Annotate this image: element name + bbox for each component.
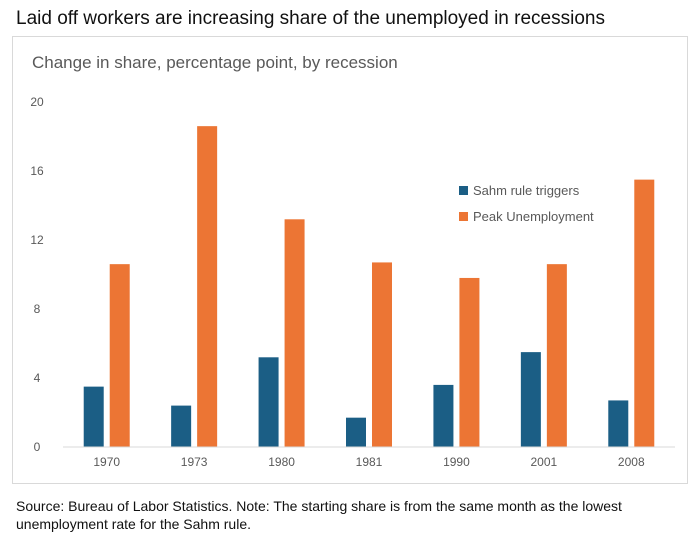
- legend-swatch: [459, 212, 468, 221]
- bar-sahm-rule-triggers: [171, 405, 192, 447]
- bar-sahm-rule-triggers: [83, 386, 104, 447]
- x-tick-label: 2008: [618, 455, 645, 469]
- bar-peak-unemployment: [197, 126, 218, 448]
- page-headline: Laid off workers are increasing share of…: [16, 8, 605, 29]
- bar-sahm-rule-triggers: [520, 352, 541, 447]
- x-tick-label: 1990: [443, 455, 470, 469]
- legend-swatch: [459, 186, 468, 195]
- bar-sahm-rule-triggers: [258, 357, 279, 447]
- x-tick-label: 1980: [268, 455, 295, 469]
- chart-title: Change in share, percentage point, by re…: [32, 53, 398, 72]
- bar-peak-unemployment: [459, 277, 480, 447]
- y-tick-label: 4: [34, 371, 41, 385]
- x-tick-label: 1981: [356, 455, 383, 469]
- bar-group: [83, 126, 655, 448]
- chart-legend: Sahm rule triggers Peak Unemployment: [459, 183, 594, 224]
- y-tick-label: 16: [30, 164, 44, 178]
- y-tick-label: 0: [34, 440, 41, 454]
- legend-label: Peak Unemployment: [473, 209, 594, 224]
- bar-peak-unemployment: [546, 264, 567, 447]
- bar-sahm-rule-triggers: [346, 417, 366, 447]
- bar-peak-unemployment: [634, 179, 655, 447]
- x-axis: 1970 1973 1980 1981 1990 2001 2008: [63, 446, 675, 469]
- x-tick-label: 2001: [531, 455, 558, 469]
- bar-peak-unemployment: [109, 264, 130, 447]
- bar-chart: Change in share, percentage point, by re…: [30, 53, 675, 469]
- y-tick-label: 12: [30, 233, 44, 247]
- source-note: Source: Bureau of Labor Statistics. Note…: [16, 498, 622, 532]
- legend-label: Sahm rule triggers: [473, 183, 580, 198]
- bar-peak-unemployment: [372, 262, 392, 447]
- bar-sahm-rule-triggers: [433, 384, 454, 447]
- y-tick-label: 20: [30, 95, 44, 109]
- x-tick-label: 1973: [181, 455, 208, 469]
- chart-container: Change in share, percentage point, by re…: [12, 36, 688, 484]
- x-tick-label: 1970: [93, 455, 120, 469]
- y-axis: 0 4 8 12 16 20: [30, 95, 44, 454]
- bar-peak-unemployment: [284, 219, 305, 447]
- bar-sahm-rule-triggers: [608, 400, 629, 447]
- y-tick-label: 8: [34, 302, 41, 316]
